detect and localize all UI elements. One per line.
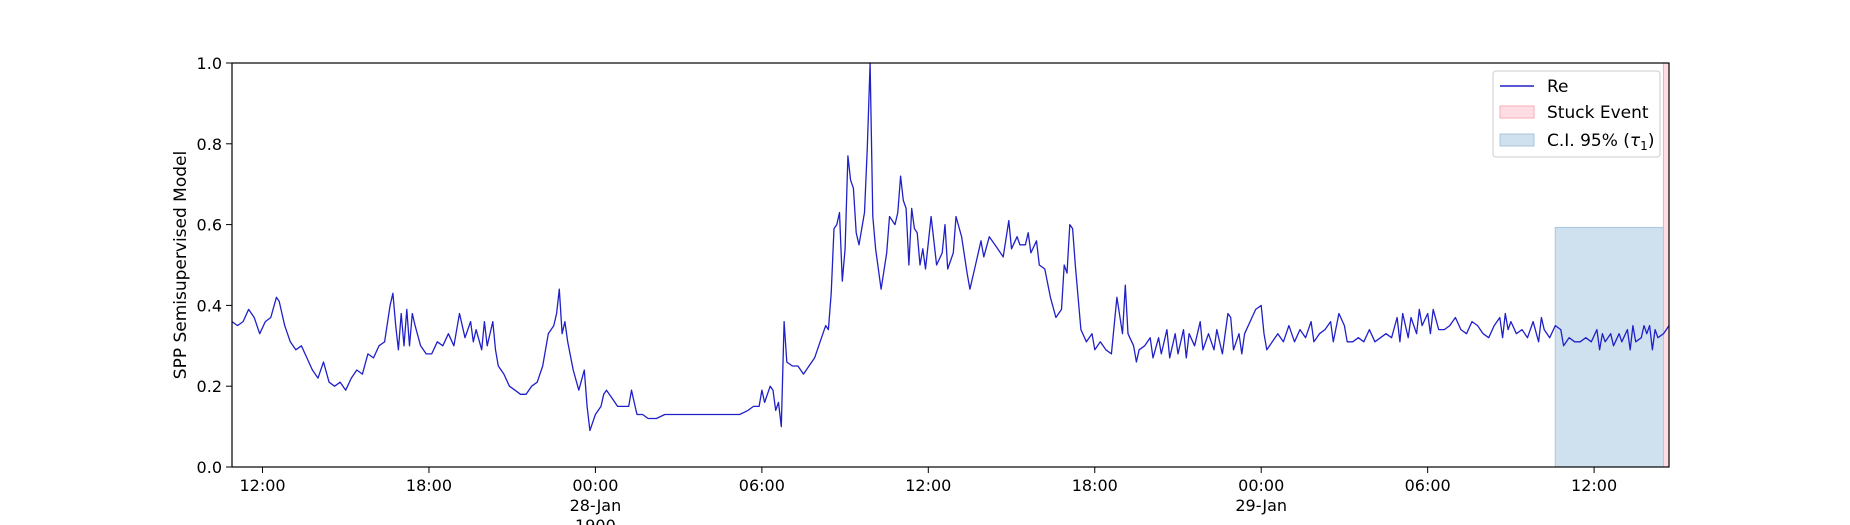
legend-label-ci-end: ) [1648, 131, 1655, 151]
y-tick-label: 0.2 [197, 377, 222, 396]
legend-label-re: Re [1547, 77, 1569, 97]
y-tick-label: 0.8 [197, 135, 222, 154]
legend-label-stuck-event: Stuck Event [1547, 103, 1649, 123]
y-tick-label: 1.0 [197, 54, 222, 73]
x-tick-label: 12:00 [1571, 476, 1617, 495]
series-line-re [231, 62, 1670, 432]
y-axis-title: SPP Semisupervised Model [171, 151, 191, 379]
y-axis: 0.0 0.2 0.4 0.6 0.8 1.0 [197, 54, 232, 477]
legend-swatch-ci [1499, 133, 1535, 147]
legend: Re Stuck Event C.I. 95% (τ1) [1492, 70, 1661, 158]
x-tick-label: 12:00 [905, 476, 951, 495]
y-tick-label: 0.4 [197, 296, 222, 315]
x-tick-label: 18:00 [1072, 476, 1118, 495]
legend-box [1492, 70, 1661, 158]
plot-frame [231, 62, 1670, 468]
legend-label-ci-sub: 1 [1640, 139, 1648, 153]
x-tick-label: 29-Jan [1235, 496, 1287, 515]
region-ci-95 [1554, 226, 1670, 468]
y-tick-label: 0.0 [197, 458, 222, 477]
x-axis: 12:0018:0000:0028-Jan190006:0012:0018:00… [239, 467, 1617, 525]
legend-label-ci: C.I. 95% (τ1) [1547, 131, 1654, 153]
x-tick-label: 12:00 [239, 476, 285, 495]
legend-label-ci-tau: τ [1630, 131, 1641, 151]
x-tick-label: 1900 [575, 516, 616, 525]
x-tick-label: 18:00 [406, 476, 452, 495]
region-stuck-event [1662, 62, 1670, 468]
y-tick-label: 0.6 [197, 216, 222, 235]
series-group [231, 62, 1670, 432]
legend-label-ci-text: C.I. 95% ( [1547, 131, 1630, 151]
x-tick-label: 06:00 [1405, 476, 1451, 495]
legend-swatch-stuck-event [1499, 105, 1535, 119]
x-tick-label: 00:00 [1238, 476, 1284, 495]
x-tick-label: 00:00 [572, 476, 618, 495]
x-tick-label: 28-Jan [570, 496, 622, 515]
x-tick-label: 06:00 [739, 476, 785, 495]
